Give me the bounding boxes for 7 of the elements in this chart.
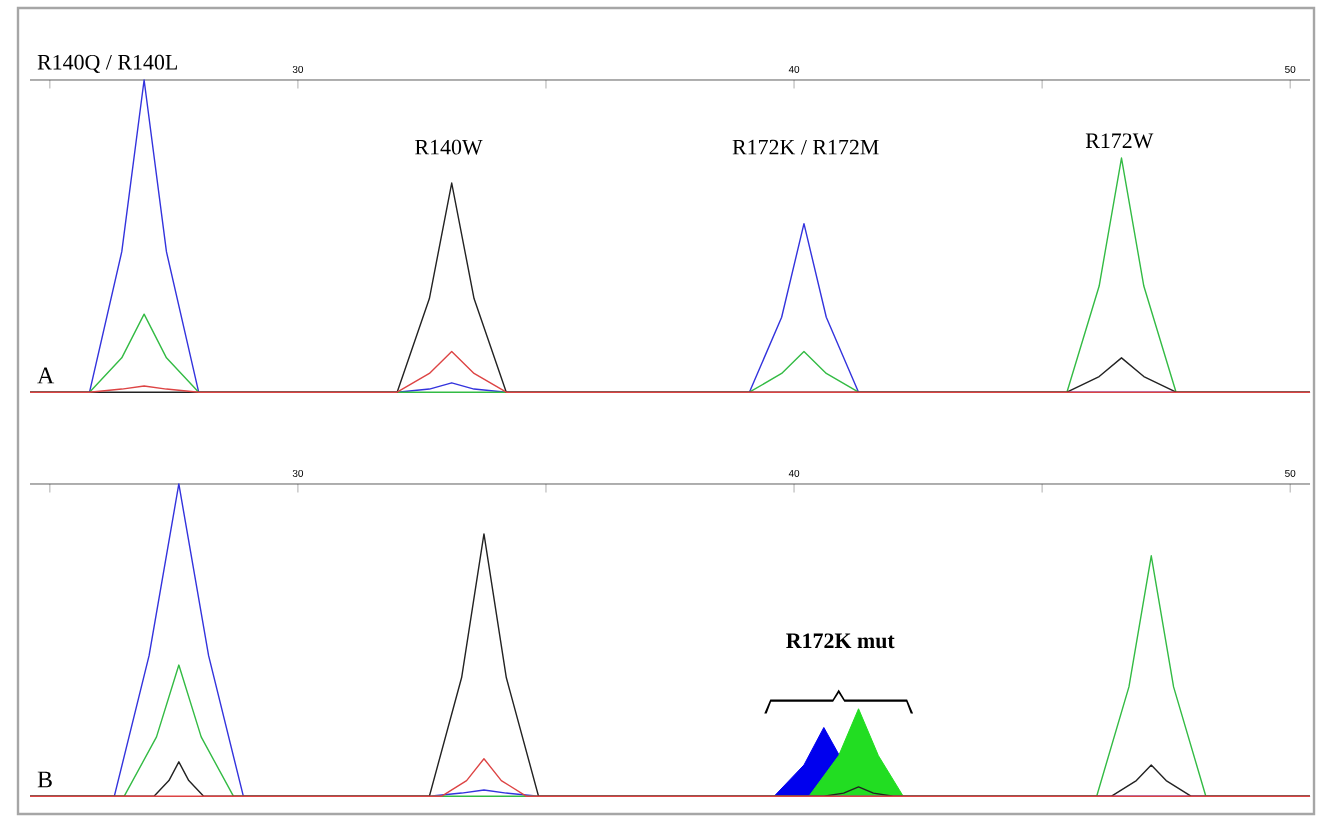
text: A <box>37 367 55 384</box>
text: R140Q / R140L <box>37 54 177 73</box>
text: B <box>37 771 52 788</box>
annotation: R140W <box>415 139 483 155</box>
annotation: R172W <box>1085 133 1154 149</box>
annotation: R172K / R172M <box>732 139 879 155</box>
annotation: R172K mut <box>786 633 895 649</box>
